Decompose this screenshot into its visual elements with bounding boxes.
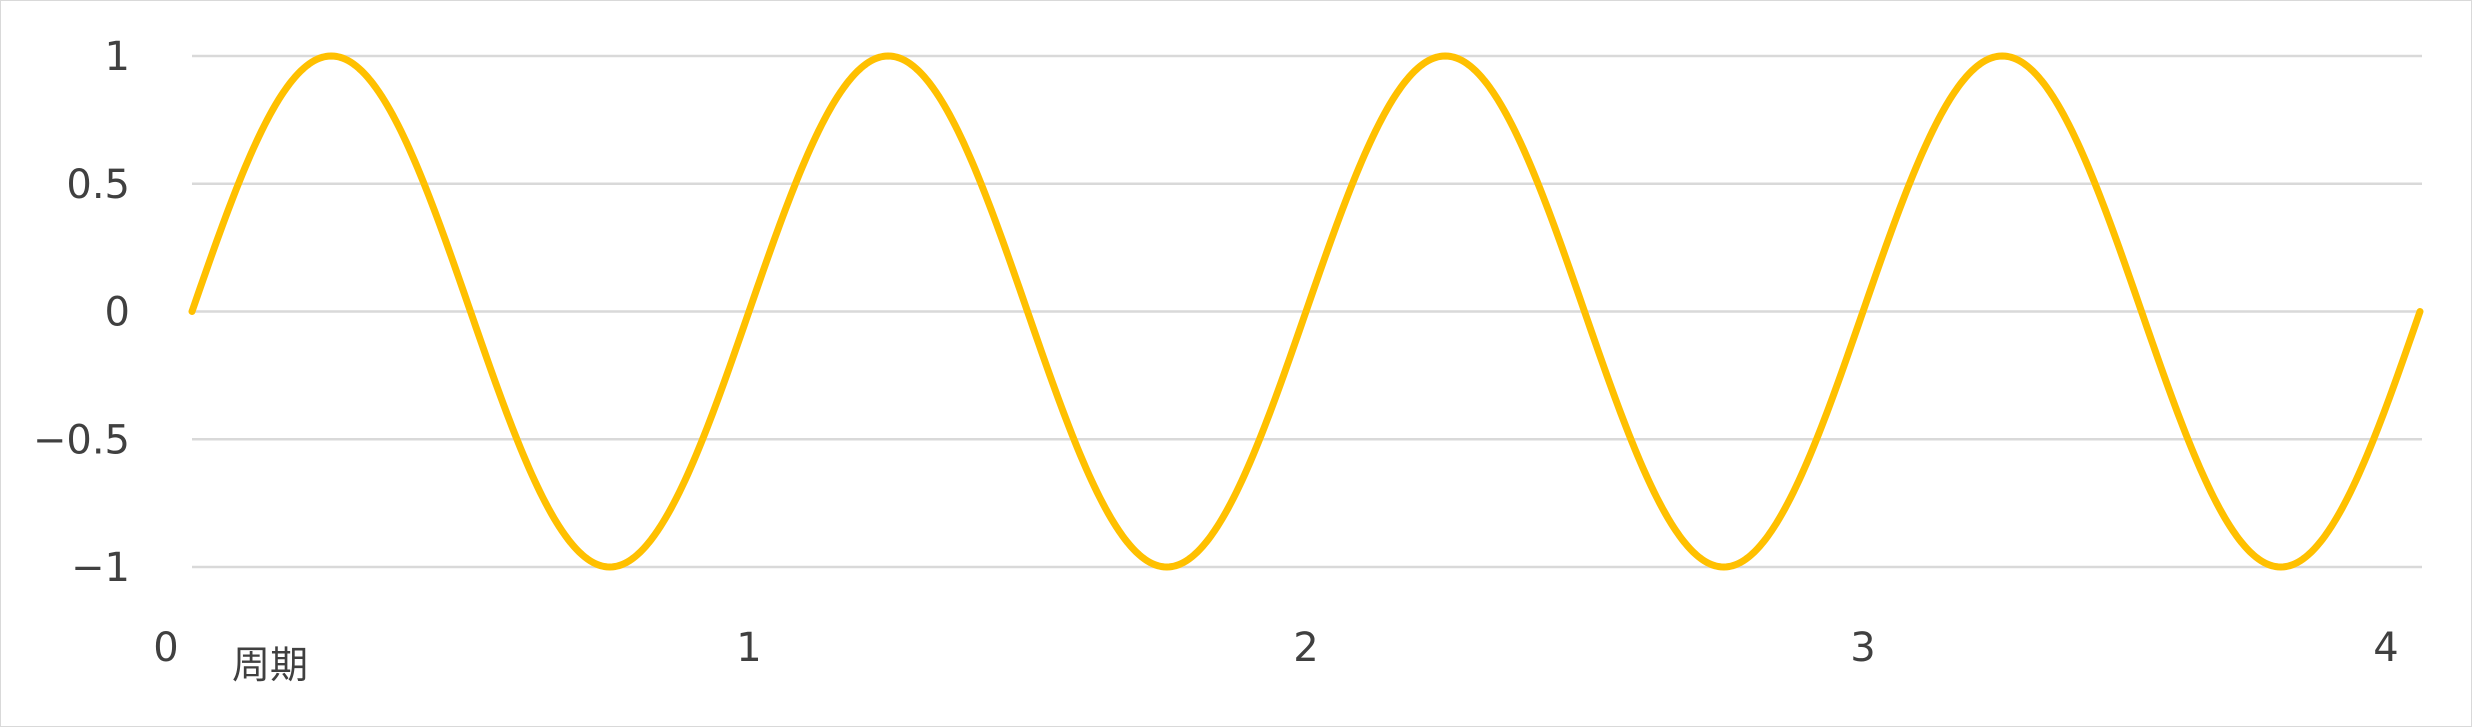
- x-tick-label-3: 3: [1850, 625, 1875, 671]
- y-tick-label-4: −1: [71, 545, 130, 591]
- x-tick-label-4: 4: [2373, 625, 2398, 671]
- y-tick-label-3: −0.5: [33, 417, 130, 463]
- x-tick-label-0: 0: [153, 625, 178, 671]
- y-axis: 1 0.5 0 −0.5 −1: [33, 34, 130, 591]
- series-layer: [188, 52, 2424, 571]
- y-tick-label-0: 1: [105, 34, 130, 80]
- x-axis: 0 1 2 3 4: [153, 625, 2398, 671]
- x-axis-label: 周期: [232, 643, 308, 687]
- y-tick-label-1: 0.5: [66, 162, 130, 208]
- y-tick-label-2: 0: [105, 290, 130, 336]
- series-line-0: [188, 52, 2424, 571]
- grid-layer: [192, 54, 2422, 569]
- x-tick-label-2: 2: [1293, 625, 1318, 671]
- x-tick-label-1: 1: [736, 625, 761, 671]
